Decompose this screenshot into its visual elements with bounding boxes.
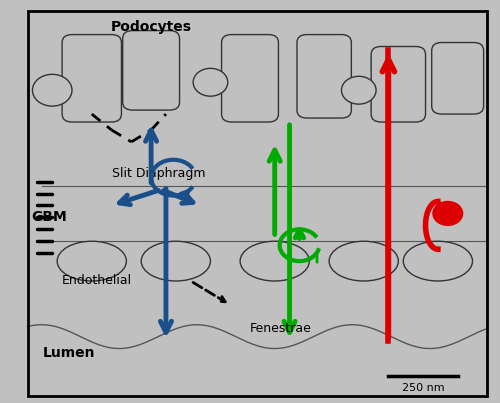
Text: Endothelial: Endothelial [62, 274, 132, 287]
Ellipse shape [57, 241, 126, 281]
Circle shape [342, 76, 376, 104]
Ellipse shape [240, 241, 310, 281]
FancyBboxPatch shape [371, 46, 426, 122]
Text: Slit Diaphragm: Slit Diaphragm [112, 167, 205, 180]
Circle shape [32, 74, 72, 106]
Text: 250 nm: 250 nm [402, 383, 444, 393]
Text: Lumen: Lumen [42, 345, 95, 359]
FancyBboxPatch shape [62, 35, 122, 122]
FancyBboxPatch shape [222, 35, 278, 122]
Ellipse shape [141, 241, 210, 281]
Text: Podocytes: Podocytes [110, 20, 192, 33]
FancyBboxPatch shape [297, 35, 352, 118]
FancyBboxPatch shape [432, 43, 484, 114]
Ellipse shape [329, 241, 398, 281]
Circle shape [433, 202, 462, 225]
Text: Fenestrae: Fenestrae [250, 322, 312, 335]
FancyBboxPatch shape [122, 31, 180, 110]
Circle shape [193, 69, 228, 96]
Text: GBM: GBM [32, 210, 67, 224]
Ellipse shape [404, 241, 472, 281]
